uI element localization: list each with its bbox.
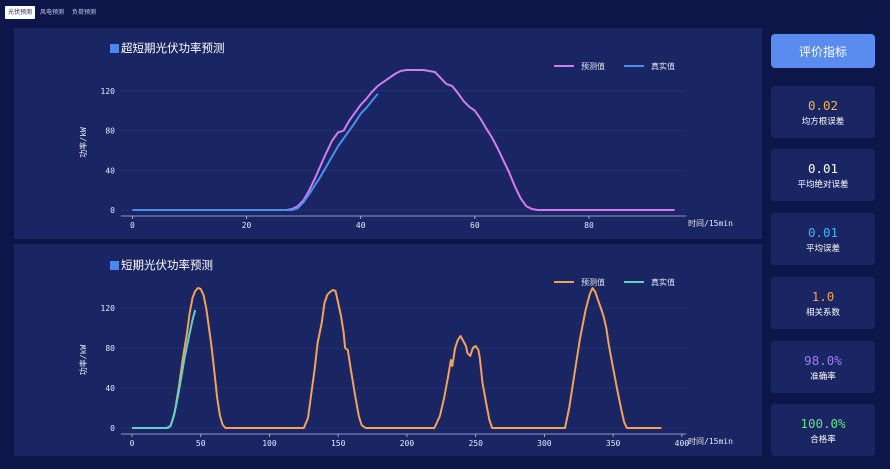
metric-card-mean-error: 0.01 平均误差 xyxy=(771,213,875,265)
metric-label: 均方根误差 xyxy=(801,116,845,127)
metric-card-pass-rate: 100.0% 合格率 xyxy=(771,404,875,456)
ultra-short-term-chart-panel: 0 40 80 120 0 20 40 60 80 时间/15min 功率/kW 预测值 真实值 超短期… xyxy=(14,28,762,239)
series-line xyxy=(132,93,379,211)
evaluation-metrics-button[interactable]: 评价指标 xyxy=(771,34,875,68)
metric-label: 准确率 xyxy=(810,371,836,382)
metric-card-correlation: 1.0 相关系数 xyxy=(771,277,875,329)
tab-load-forecast[interactable]: 负荷预测 xyxy=(72,9,97,16)
metric-value: 0.02 xyxy=(807,97,839,113)
x-tick-label: 200 xyxy=(400,439,415,448)
chart-title-text: 超短期光伏功率预测 xyxy=(121,41,225,55)
x-tick-label: 0 xyxy=(130,221,135,230)
metric-value: 100.0% xyxy=(800,415,846,431)
y-tick-label: 80 xyxy=(105,344,115,353)
x-tick-label: 100 xyxy=(262,439,277,448)
x-tick-label: 60 xyxy=(470,221,480,230)
metric-label: 平均绝对误差 xyxy=(797,179,849,190)
y-tick-label: 40 xyxy=(105,384,115,393)
x-tick-label: 250 xyxy=(468,439,483,448)
x-tick-label: 80 xyxy=(584,221,594,230)
x-tick-label: 400 xyxy=(675,439,690,448)
x-tick-label: 40 xyxy=(356,221,366,230)
series-line xyxy=(132,287,662,429)
series-line xyxy=(132,309,197,429)
metric-value: 1.0 xyxy=(811,288,835,304)
ultra-short-term-chart: 0 40 80 120 0 20 40 60 80 时间/15min 功率/kW 预测值 真实值 xyxy=(78,61,733,230)
metric-value: 0.01 xyxy=(807,224,839,240)
y-tick-label: 120 xyxy=(101,304,116,313)
x-axis-label: 时间/15min xyxy=(688,218,733,228)
x-tick-label: 150 xyxy=(331,439,346,448)
metric-card-mae: 0.01 平均绝对误差 xyxy=(771,149,875,201)
x-tick-label: 350 xyxy=(606,439,621,448)
metric-label: 合格率 xyxy=(810,434,836,445)
legend-label: 真实值 xyxy=(651,61,675,71)
metric-value: 0.01 xyxy=(807,160,839,176)
short-term-chart: 0 40 80 120 0 50 100 150 200 250 300 350 400时间/15min… xyxy=(78,277,733,448)
metric-value: 98.0% xyxy=(804,352,842,368)
title-marker-icon xyxy=(110,43,119,53)
title-marker-icon xyxy=(110,260,119,270)
y-tick-label: 120 xyxy=(101,87,116,96)
chart-title: 超短期光伏功率预测 xyxy=(110,40,225,56)
legend-label: 真实值 xyxy=(651,277,675,287)
y-tick-label: 0 xyxy=(110,206,115,215)
tab-pv-forecast[interactable]: 光伏预测 xyxy=(5,6,36,19)
metric-card-rmse: 0.02 均方根误差 xyxy=(771,86,875,138)
short-term-chart-panel: 0 40 80 120 0 50 100 150 200 250 300 350 400 时间/15min… xyxy=(14,244,762,456)
series-line xyxy=(132,69,675,211)
legend-label: 预测值 xyxy=(581,277,605,287)
tab-bar: 光伏预测 风电预测 负荷预测 xyxy=(5,6,99,19)
x-tick-label: 300 xyxy=(537,439,552,448)
x-tick-label: 0 xyxy=(130,439,135,448)
x-axis-label: 时间/15min xyxy=(688,436,733,446)
y-axis-label: 功率/kW xyxy=(78,127,88,158)
x-tick-label: 50 xyxy=(196,439,206,448)
x-tick-label: 20 xyxy=(242,221,252,230)
y-tick-label: 0 xyxy=(110,424,115,433)
chart-title-text: 短期光伏功率预测 xyxy=(121,258,213,272)
chart-title: 短期光伏功率预测 xyxy=(110,257,213,273)
metric-label: 相关系数 xyxy=(805,307,840,318)
tab-wind-forecast[interactable]: 风电预测 xyxy=(40,9,65,16)
y-tick-label: 40 xyxy=(105,166,115,175)
y-axis-label: 功率/kW xyxy=(78,345,88,376)
y-tick-label: 80 xyxy=(105,127,115,136)
legend-label: 预测值 xyxy=(581,61,605,71)
metric-card-accuracy: 98.0% 准确率 xyxy=(771,341,875,393)
metric-label: 平均误差 xyxy=(805,243,840,254)
